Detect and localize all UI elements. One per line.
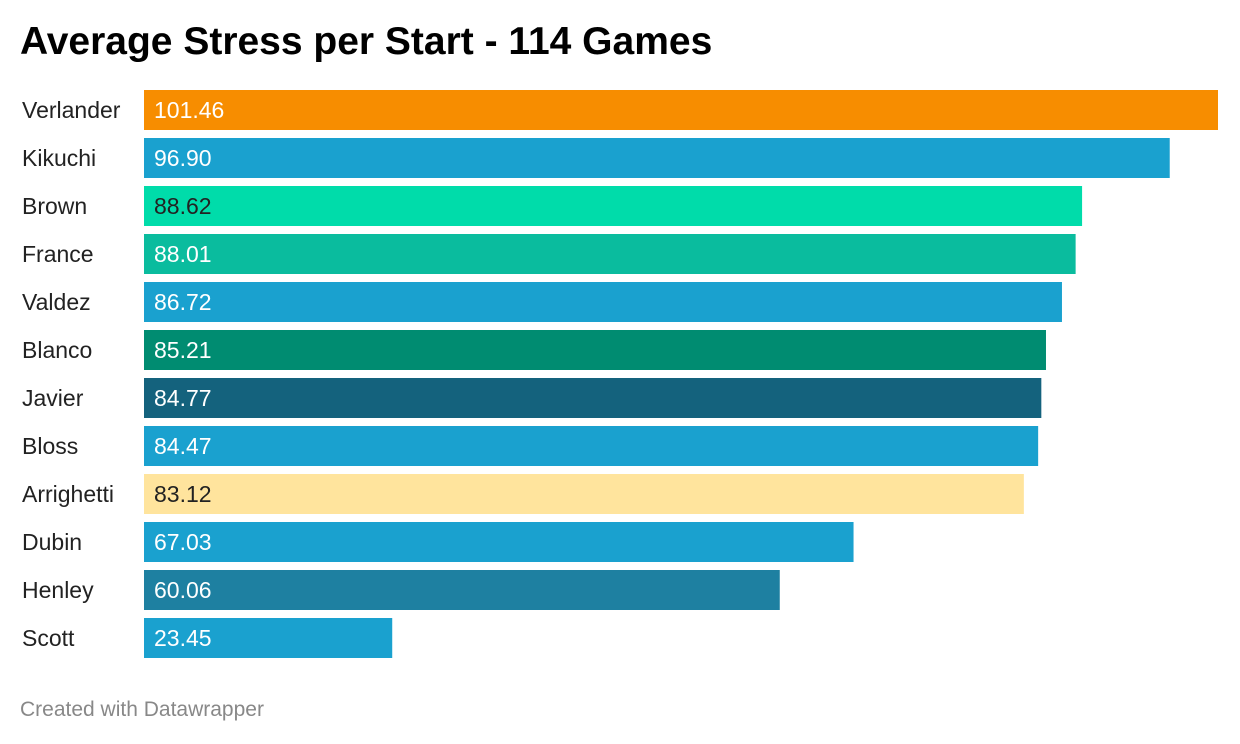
- bar: [144, 570, 780, 610]
- bar: [144, 378, 1042, 418]
- bar: [144, 138, 1170, 178]
- value-label: 60.06: [154, 577, 212, 603]
- category-label: Valdez: [22, 289, 91, 315]
- value-label: 84.47: [154, 433, 212, 459]
- category-label: Javier: [22, 385, 84, 411]
- value-label: 86.72: [154, 289, 212, 315]
- value-label: 84.77: [154, 385, 212, 411]
- category-label: France: [22, 241, 94, 267]
- category-label: Scott: [22, 625, 75, 651]
- category-label: Kikuchi: [22, 145, 96, 171]
- value-label: 88.01: [154, 241, 212, 267]
- value-label: 96.90: [154, 145, 212, 171]
- bar: [144, 330, 1046, 370]
- bar: [144, 234, 1076, 274]
- bar: [144, 618, 393, 658]
- bar: [144, 186, 1083, 226]
- value-label: 88.62: [154, 193, 212, 219]
- credit-text: Created with Datawrapper: [20, 698, 264, 721]
- bar: [144, 474, 1024, 514]
- bar: [144, 522, 854, 562]
- category-label: Arrighetti: [22, 481, 114, 507]
- value-label: 83.12: [154, 481, 212, 507]
- category-label: Brown: [22, 193, 87, 219]
- category-label: Dubin: [22, 529, 82, 555]
- category-label: Blanco: [22, 337, 92, 363]
- category-label: Henley: [22, 577, 94, 603]
- value-label: 85.21: [154, 337, 212, 363]
- value-label: 67.03: [154, 529, 212, 555]
- bar: [144, 426, 1039, 466]
- category-label: Bloss: [22, 433, 78, 459]
- category-label: Verlander: [22, 97, 121, 123]
- value-label: 101.46: [154, 97, 224, 123]
- bar: [144, 90, 1218, 130]
- value-label: 23.45: [154, 625, 212, 651]
- bar: [144, 282, 1062, 322]
- chart-title: Average Stress per Start - 114 Games: [20, 20, 713, 63]
